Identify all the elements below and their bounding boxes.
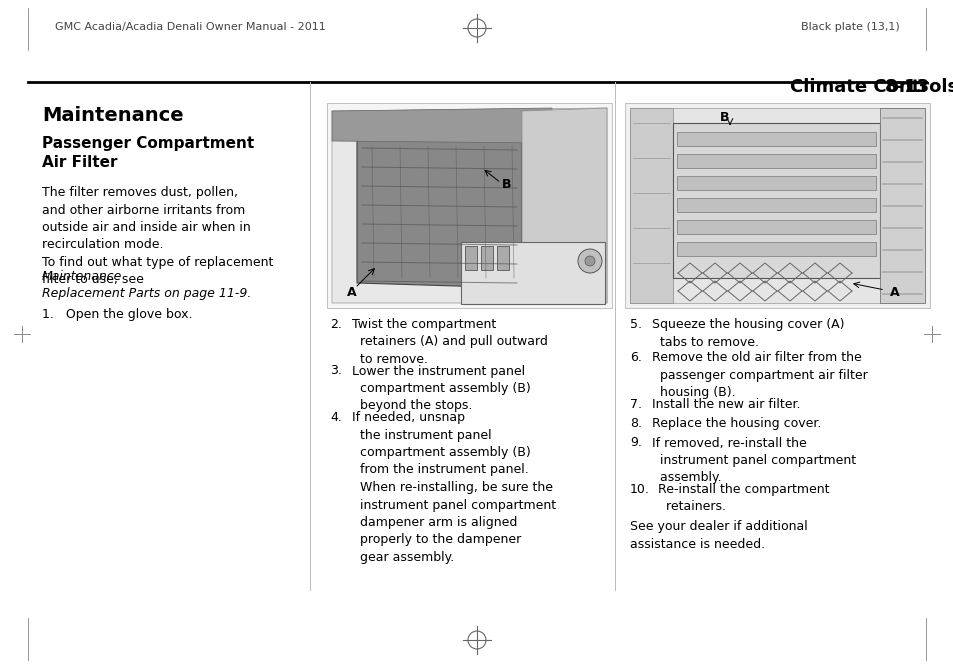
FancyBboxPatch shape (624, 103, 929, 308)
Text: If needed, unsnap
  the instrument panel
  compartment assembly (B)
  from the i: If needed, unsnap the instrument panel c… (352, 411, 556, 564)
FancyBboxPatch shape (497, 246, 509, 270)
FancyBboxPatch shape (677, 132, 875, 146)
FancyBboxPatch shape (672, 123, 879, 278)
FancyBboxPatch shape (677, 198, 875, 212)
Text: Twist the compartment
  retainers (A) and pull outward
  to remove.: Twist the compartment retainers (A) and … (352, 318, 547, 366)
Polygon shape (356, 128, 521, 288)
Text: A: A (347, 286, 356, 299)
Text: 7.: 7. (629, 397, 641, 411)
Text: A: A (889, 286, 899, 299)
Polygon shape (521, 108, 606, 303)
Polygon shape (629, 108, 672, 303)
Text: 9.: 9. (629, 436, 641, 450)
Text: 6.: 6. (629, 351, 641, 364)
Text: Black plate (13,1): Black plate (13,1) (801, 22, 899, 32)
Text: B: B (501, 178, 511, 191)
Text: Squeeze the housing cover (A)
  tabs to remove.: Squeeze the housing cover (A) tabs to re… (651, 318, 843, 349)
Text: Lower the instrument panel
  compartment assembly (B)
  beyond the stops.: Lower the instrument panel compartment a… (352, 365, 530, 413)
Text: Climate Controls: Climate Controls (789, 78, 953, 96)
Text: Remove the old air filter from the
  passenger compartment air filter
  housing : Remove the old air filter from the passe… (651, 351, 867, 399)
Polygon shape (629, 108, 924, 303)
Text: 5.: 5. (629, 318, 641, 331)
Polygon shape (332, 108, 606, 303)
Circle shape (578, 249, 601, 273)
Text: See your dealer if additional
assistance is needed.: See your dealer if additional assistance… (629, 520, 807, 550)
Polygon shape (332, 108, 552, 143)
Text: GMC Acadia/Acadia Denali Owner Manual - 2011: GMC Acadia/Acadia Denali Owner Manual - … (55, 22, 325, 32)
Text: Passenger Compartment
Air Filter: Passenger Compartment Air Filter (42, 136, 254, 170)
FancyBboxPatch shape (677, 154, 875, 168)
FancyBboxPatch shape (480, 246, 493, 270)
Text: To find out what type of replacement
filter to use, see: To find out what type of replacement fil… (42, 256, 274, 287)
Text: 8-13: 8-13 (884, 78, 929, 96)
Text: Replace the housing cover.: Replace the housing cover. (651, 417, 821, 430)
Text: 1.   Open the glove box.: 1. Open the glove box. (42, 308, 193, 321)
Text: Install the new air filter.: Install the new air filter. (651, 397, 800, 411)
Text: 3.: 3. (330, 365, 341, 377)
Text: 2.: 2. (330, 318, 341, 331)
FancyBboxPatch shape (677, 220, 875, 234)
Text: Re-install the compartment
  retainers.: Re-install the compartment retainers. (658, 483, 828, 514)
Text: B: B (720, 111, 729, 124)
FancyBboxPatch shape (464, 246, 476, 270)
Circle shape (584, 256, 595, 266)
FancyBboxPatch shape (677, 176, 875, 190)
FancyBboxPatch shape (460, 242, 604, 304)
Text: 8.: 8. (629, 417, 641, 430)
Text: 4.: 4. (330, 411, 341, 424)
Text: If removed, re-install the
  instrument panel compartment
  assembly.: If removed, re-install the instrument pa… (651, 436, 855, 484)
Text: 10.: 10. (629, 483, 649, 496)
Text: Maintenance
Replacement Parts on page 11-9.: Maintenance Replacement Parts on page 11… (42, 270, 251, 301)
FancyBboxPatch shape (327, 103, 612, 308)
FancyBboxPatch shape (879, 108, 924, 303)
FancyBboxPatch shape (677, 242, 875, 256)
Text: The filter removes dust, pollen,
and other airborne irritants from
outside air a: The filter removes dust, pollen, and oth… (42, 186, 251, 251)
Text: Maintenance: Maintenance (42, 106, 183, 125)
